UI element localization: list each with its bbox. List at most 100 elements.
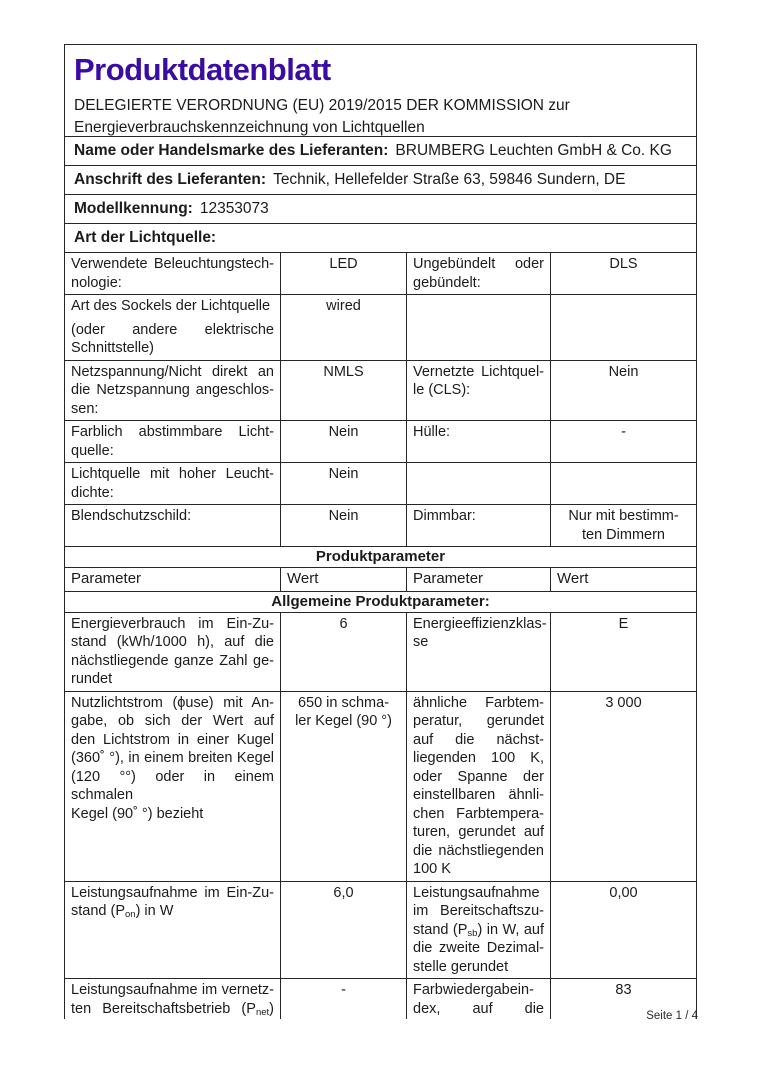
parameter-cell: Leistungsaufnahme im Ein-Zu-stand (Pon) … bbox=[65, 881, 281, 978]
text-line: auf die nächst- bbox=[413, 731, 544, 748]
table-row: Blendschutzschild: Nein Dimmbar: Nur mit be… bbox=[65, 505, 696, 547]
text-line: Farblich abstimmbare Licht- bbox=[71, 424, 274, 440]
column-header-cell: Parameter bbox=[407, 568, 551, 591]
text-line: sen: bbox=[71, 400, 99, 417]
parameter-cell: Farbwiedergabein-dex, auf die bbox=[407, 979, 551, 1019]
text-line: turen, gerundet auf bbox=[413, 824, 544, 840]
text-line: Energieverbrauch im Ein-Zu- bbox=[71, 615, 274, 632]
text-line: le (CLS): bbox=[413, 382, 471, 398]
text-line: (120 °°) oder in einem schmalen bbox=[71, 768, 274, 804]
model-id-row: Modellkennung: 12353073 bbox=[65, 195, 696, 224]
text-line: dex, auf die bbox=[413, 1000, 544, 1017]
text-line: LED bbox=[329, 256, 358, 272]
text-line: Netzspannung/Nicht direkt an bbox=[71, 363, 274, 380]
text-line: dichte: bbox=[71, 484, 114, 501]
text-line: Ungebündelt oder bbox=[413, 256, 544, 272]
text-line: 6,0 bbox=[333, 884, 354, 901]
value-cell: E bbox=[551, 613, 696, 691]
supplier-info-section: Name oder Handelsmarke des Lieferanten: B… bbox=[65, 137, 696, 253]
section-allgemeine-produktparameter: Allgemeine Produktparameter: bbox=[65, 592, 696, 613]
text-line: Verwendete Beleuchtungstech- bbox=[71, 256, 274, 272]
value-cell bbox=[551, 295, 696, 360]
parameter-cell: Leistungsaufnahme im Bereitschaftszu-stan… bbox=[407, 881, 551, 978]
parameter-cell: Dimmbar: bbox=[407, 505, 551, 546]
text-line: Blendschutzschild: bbox=[71, 508, 192, 524]
table-row: Art des Sockels der Lichtquelle (oder and… bbox=[65, 295, 696, 361]
section-produktparameter: Produktparameter bbox=[65, 547, 696, 568]
text-line: 3 000 bbox=[605, 694, 642, 711]
field-label: Art der Lichtquelle: bbox=[74, 229, 217, 246]
text-line: ler Kegel (90 °) bbox=[295, 713, 392, 729]
value-cell: NMLS bbox=[281, 360, 407, 420]
text-line: wired bbox=[326, 298, 361, 314]
parameter-cell bbox=[407, 295, 551, 360]
value-cell: - bbox=[281, 979, 407, 1019]
text-line: - bbox=[621, 424, 626, 440]
text-line: Energieeffizienzklas- bbox=[413, 615, 547, 632]
text-line: stelle gerundet bbox=[413, 958, 509, 975]
table-row: Leistungsaufnahme im Ein-Zu-stand (Pon) … bbox=[65, 881, 696, 979]
text-line: oder Spanne der bbox=[413, 768, 544, 785]
text-line: 6 bbox=[339, 615, 348, 632]
parameter-cell: Energieeffizienzklas-se bbox=[407, 612, 551, 691]
text-line: NMLS bbox=[323, 363, 364, 380]
parameter-cell bbox=[407, 463, 551, 504]
text-line: Leistungsaufnahme im Ein-Zu- bbox=[71, 884, 274, 901]
text-line: gabe, ob sich der Wert auf bbox=[71, 713, 274, 729]
text-line: se bbox=[413, 634, 429, 650]
text-line: nächstliegende ganze Zahl ge- bbox=[71, 652, 274, 669]
text-line: peratur, gerundet bbox=[413, 713, 544, 729]
text-line: 0,00 bbox=[609, 884, 638, 901]
regulation-line: DELEGIERTE VERORDNUNG (EU) 2019/2015 DER… bbox=[74, 97, 570, 114]
parameter-cell: Lichtquelle mit hoher Leucht-dichte: bbox=[65, 463, 281, 504]
value-cell: Nein bbox=[281, 505, 407, 546]
value-cell: DLS bbox=[551, 253, 696, 294]
text-line: Hülle: bbox=[413, 424, 451, 440]
text-line: Nein bbox=[328, 424, 359, 440]
text-line: gebündelt: bbox=[413, 274, 481, 291]
field-label: Anschrift des Lieferanten: bbox=[74, 171, 267, 188]
column-header-cell: Wert bbox=[557, 570, 589, 587]
parameter-cell: Art des Sockels der Lichtquelle (oder and… bbox=[65, 295, 281, 360]
text-line: Schnittstelle) bbox=[71, 340, 155, 356]
text-line: Lichtquelle mit hoher Leucht- bbox=[71, 466, 274, 482]
regulation-text: DELEGIERTE VERORDNUNG (EU) 2019/2015 DER… bbox=[74, 95, 687, 138]
table-row: Energieverbrauch im Ein-Zu-stand (kWh/10… bbox=[65, 612, 696, 692]
text-line: Kegel (90˚ °) bezieht bbox=[71, 805, 204, 822]
table-row: Leistungsaufnahme im vernetz-ten Bereits… bbox=[65, 979, 696, 1019]
text-line: Nein bbox=[328, 466, 359, 482]
value-cell: 650 in schma-ler Kegel (90 °) bbox=[281, 691, 407, 881]
table-row: Netzspannung/Nicht direkt an die Netzspan… bbox=[65, 360, 696, 421]
text-line: Nein bbox=[328, 508, 359, 524]
text-line: die zweite Dezimal- bbox=[413, 940, 544, 956]
parameter-cell: Energieverbrauch im Ein-Zu-stand (kWh/10… bbox=[65, 612, 281, 691]
text-line: Art des Sockels der Lichtquelle bbox=[71, 298, 271, 314]
value-cell: - bbox=[551, 421, 696, 462]
value-cell: 83 bbox=[551, 979, 696, 1019]
value-cell: 6,0 bbox=[281, 881, 407, 978]
text-line: Vernetzte Lichtquel- bbox=[413, 363, 544, 380]
text-line: Nutzlichtstrom (ϕuse) mit An- bbox=[71, 694, 274, 711]
field-value: Technik, Hellefelder Straße 63, 59846 Su… bbox=[273, 171, 626, 188]
text-line: quelle: bbox=[71, 442, 114, 459]
value-cell: Nein bbox=[281, 421, 407, 462]
datasheet-header: Produktdatenblatt DELEGIERTE VERORDNUNG … bbox=[65, 45, 696, 137]
page-title: Produktdatenblatt bbox=[74, 52, 331, 87]
parameter-cell: Ungebündelt oder gebündelt: bbox=[407, 253, 551, 294]
text-line: 83 bbox=[615, 982, 632, 998]
text-line: stand (Psb) in W, auf bbox=[413, 921, 544, 939]
text-line: chen Farbtempera- bbox=[413, 805, 544, 822]
text-line: ten Dimmern bbox=[582, 526, 665, 543]
parameter-cell: Netzspannung/Nicht direkt an die Netzspan… bbox=[65, 360, 281, 420]
parameter-cell: Nutzlichtstrom (ϕuse) mit An-gabe, ob si… bbox=[65, 691, 281, 881]
text-line: Dimmbar: bbox=[413, 508, 476, 524]
table-row: Lichtquelle mit hoher Leucht-dichte: Nein bbox=[65, 463, 696, 505]
text-line: Leistungsaufnahme bbox=[413, 884, 540, 901]
text-line: Nur mit bestimm- bbox=[568, 508, 679, 524]
parameter-cell: Vernetzte Lichtquel-le (CLS): bbox=[407, 360, 551, 420]
text-line: Nein bbox=[608, 363, 639, 380]
text-line: nologie: bbox=[71, 274, 122, 291]
text-line: E bbox=[618, 615, 629, 632]
column-header-cell: Parameter bbox=[65, 568, 281, 591]
field-value: BRUMBERG Leuchten GmbH & Co. KG bbox=[395, 142, 672, 159]
